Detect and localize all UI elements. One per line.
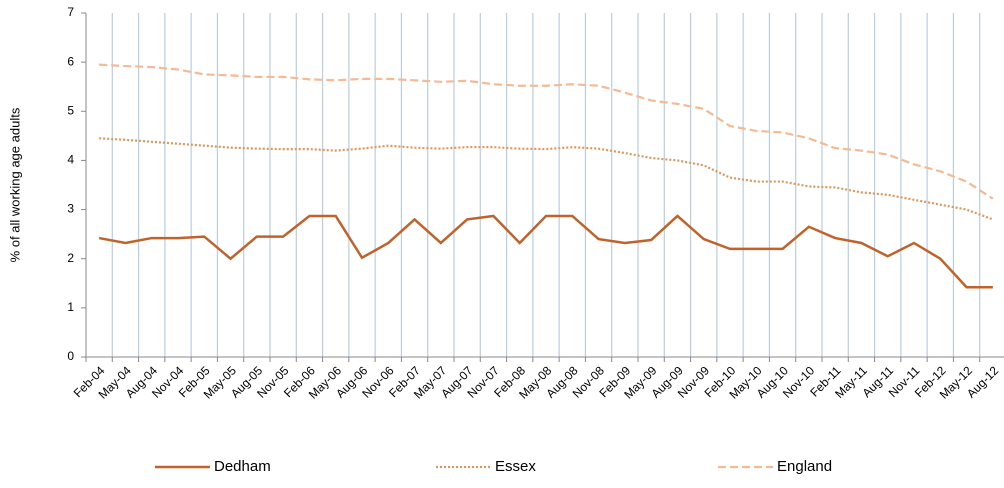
y-tick-label: 0 [67, 349, 74, 363]
series-line [99, 63, 994, 200]
series-line [99, 137, 994, 221]
y-tick-label: 3 [67, 202, 74, 216]
y-tick-label: 5 [67, 103, 74, 117]
y-tick-label: 4 [67, 153, 74, 167]
legend-label: Essex [495, 458, 536, 475]
y-tick-label: 2 [67, 251, 74, 265]
series-line [98, 214, 993, 289]
y-axis-label: % of all working age adults [7, 107, 22, 262]
legend-label: Dedham [214, 458, 271, 475]
y-tick-label: 6 [67, 54, 74, 68]
y-tick-label: 7 [67, 5, 74, 19]
y-tick-label: 1 [67, 300, 74, 314]
legend-label: England [777, 458, 832, 475]
